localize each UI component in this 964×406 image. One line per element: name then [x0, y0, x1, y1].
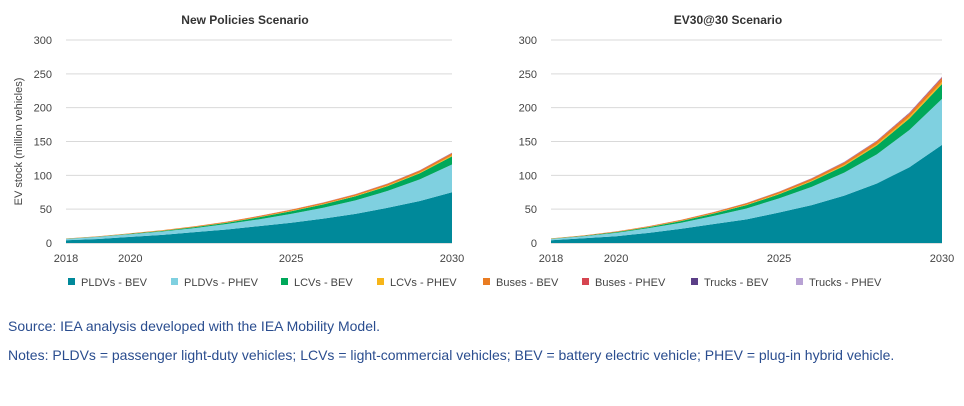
x-tick-label: 2030 — [930, 253, 954, 265]
y-tick-label: 150 — [34, 137, 52, 149]
x-tick-label: 2020 — [118, 253, 142, 265]
charts-canvas: New Policies Scenario 0 50 100 150 200 250 300 2… — [13, 13, 955, 289]
x-tick-label: 2018 — [539, 253, 563, 265]
legend-swatch-trucks-bev — [691, 278, 698, 285]
x-tick-label: 2025 — [767, 253, 791, 265]
legend-swatch-pldvs-bev — [68, 278, 75, 285]
y-tick-label: 250 — [519, 69, 537, 81]
y-tick-label: 300 — [519, 35, 537, 47]
legend-swatch-buses-phev — [582, 278, 589, 285]
chart-title: New Policies Scenario — [181, 13, 308, 27]
area-lcvs-bev — [551, 83, 942, 239]
y-tick-label: 200 — [34, 103, 52, 115]
area-pldvs-phev — [66, 164, 452, 241]
x-tick-label: 2030 — [440, 253, 464, 265]
legend-swatch-lcvs-phev — [377, 278, 384, 285]
x-tick-label: 2025 — [279, 253, 303, 265]
y-tick-label: 50 — [525, 204, 537, 216]
y-tick-label: 0 — [46, 238, 52, 250]
legend-label-buses-phev: Buses - PHEV — [595, 277, 666, 289]
area-pldvs-bev — [66, 192, 452, 243]
y-tick-label: 0 — [531, 238, 537, 250]
chart-panel-2: EV30@30 Scenario 0 50 100 150 200 250 300 2018 20… — [519, 13, 955, 265]
y-tick-label: 150 — [519, 137, 537, 149]
legend: PLDVs - BEV PLDVs - PHEV LCVs - BEV LCVs - … — [68, 277, 882, 289]
legend-label-buses-bev: Buses - BEV — [496, 277, 559, 289]
chart-title: EV30@30 Scenario — [674, 13, 782, 27]
x-tick-label: 2020 — [604, 253, 628, 265]
y-tick-label: 200 — [519, 103, 537, 115]
legend-label-lcvs-bev: LCVs - BEV — [294, 277, 353, 289]
legend-label-pldvs-bev: PLDVs - BEV — [81, 277, 148, 289]
definitions-note: Notes: PLDVs = passenger light-duty vehi… — [8, 347, 895, 363]
legend-swatch-buses-bev — [483, 278, 490, 285]
source-note: Source: IEA analysis developed with the … — [8, 318, 380, 334]
legend-swatch-pldvs-phev — [171, 278, 178, 285]
chart-panel-1: New Policies Scenario 0 50 100 150 200 250 300 2… — [13, 13, 464, 265]
y-tick-label: 100 — [34, 170, 52, 182]
y-axis-label: EV stock (million vehicles) — [13, 78, 25, 206]
legend-label-lcvs-phev: LCVs - PHEV — [390, 277, 457, 289]
legend-swatch-trucks-phev — [796, 278, 803, 285]
legend-label-trucks-bev: Trucks - BEV — [704, 277, 769, 289]
x-tick-label: 2018 — [54, 253, 78, 265]
notes-block: Source: IEA analysis developed with the … — [8, 316, 956, 374]
area-pldvs-phev — [551, 98, 942, 241]
legend-label-trucks-phev: Trucks - PHEV — [809, 277, 882, 289]
y-tick-label: 50 — [40, 204, 52, 216]
y-tick-label: 300 — [34, 35, 52, 47]
y-tick-label: 100 — [519, 170, 537, 182]
legend-label-pldvs-phev: PLDVs - PHEV — [184, 277, 259, 289]
y-tick-label: 250 — [34, 69, 52, 81]
legend-swatch-lcvs-bev — [281, 278, 288, 285]
area-pldvs-bev — [551, 144, 942, 243]
